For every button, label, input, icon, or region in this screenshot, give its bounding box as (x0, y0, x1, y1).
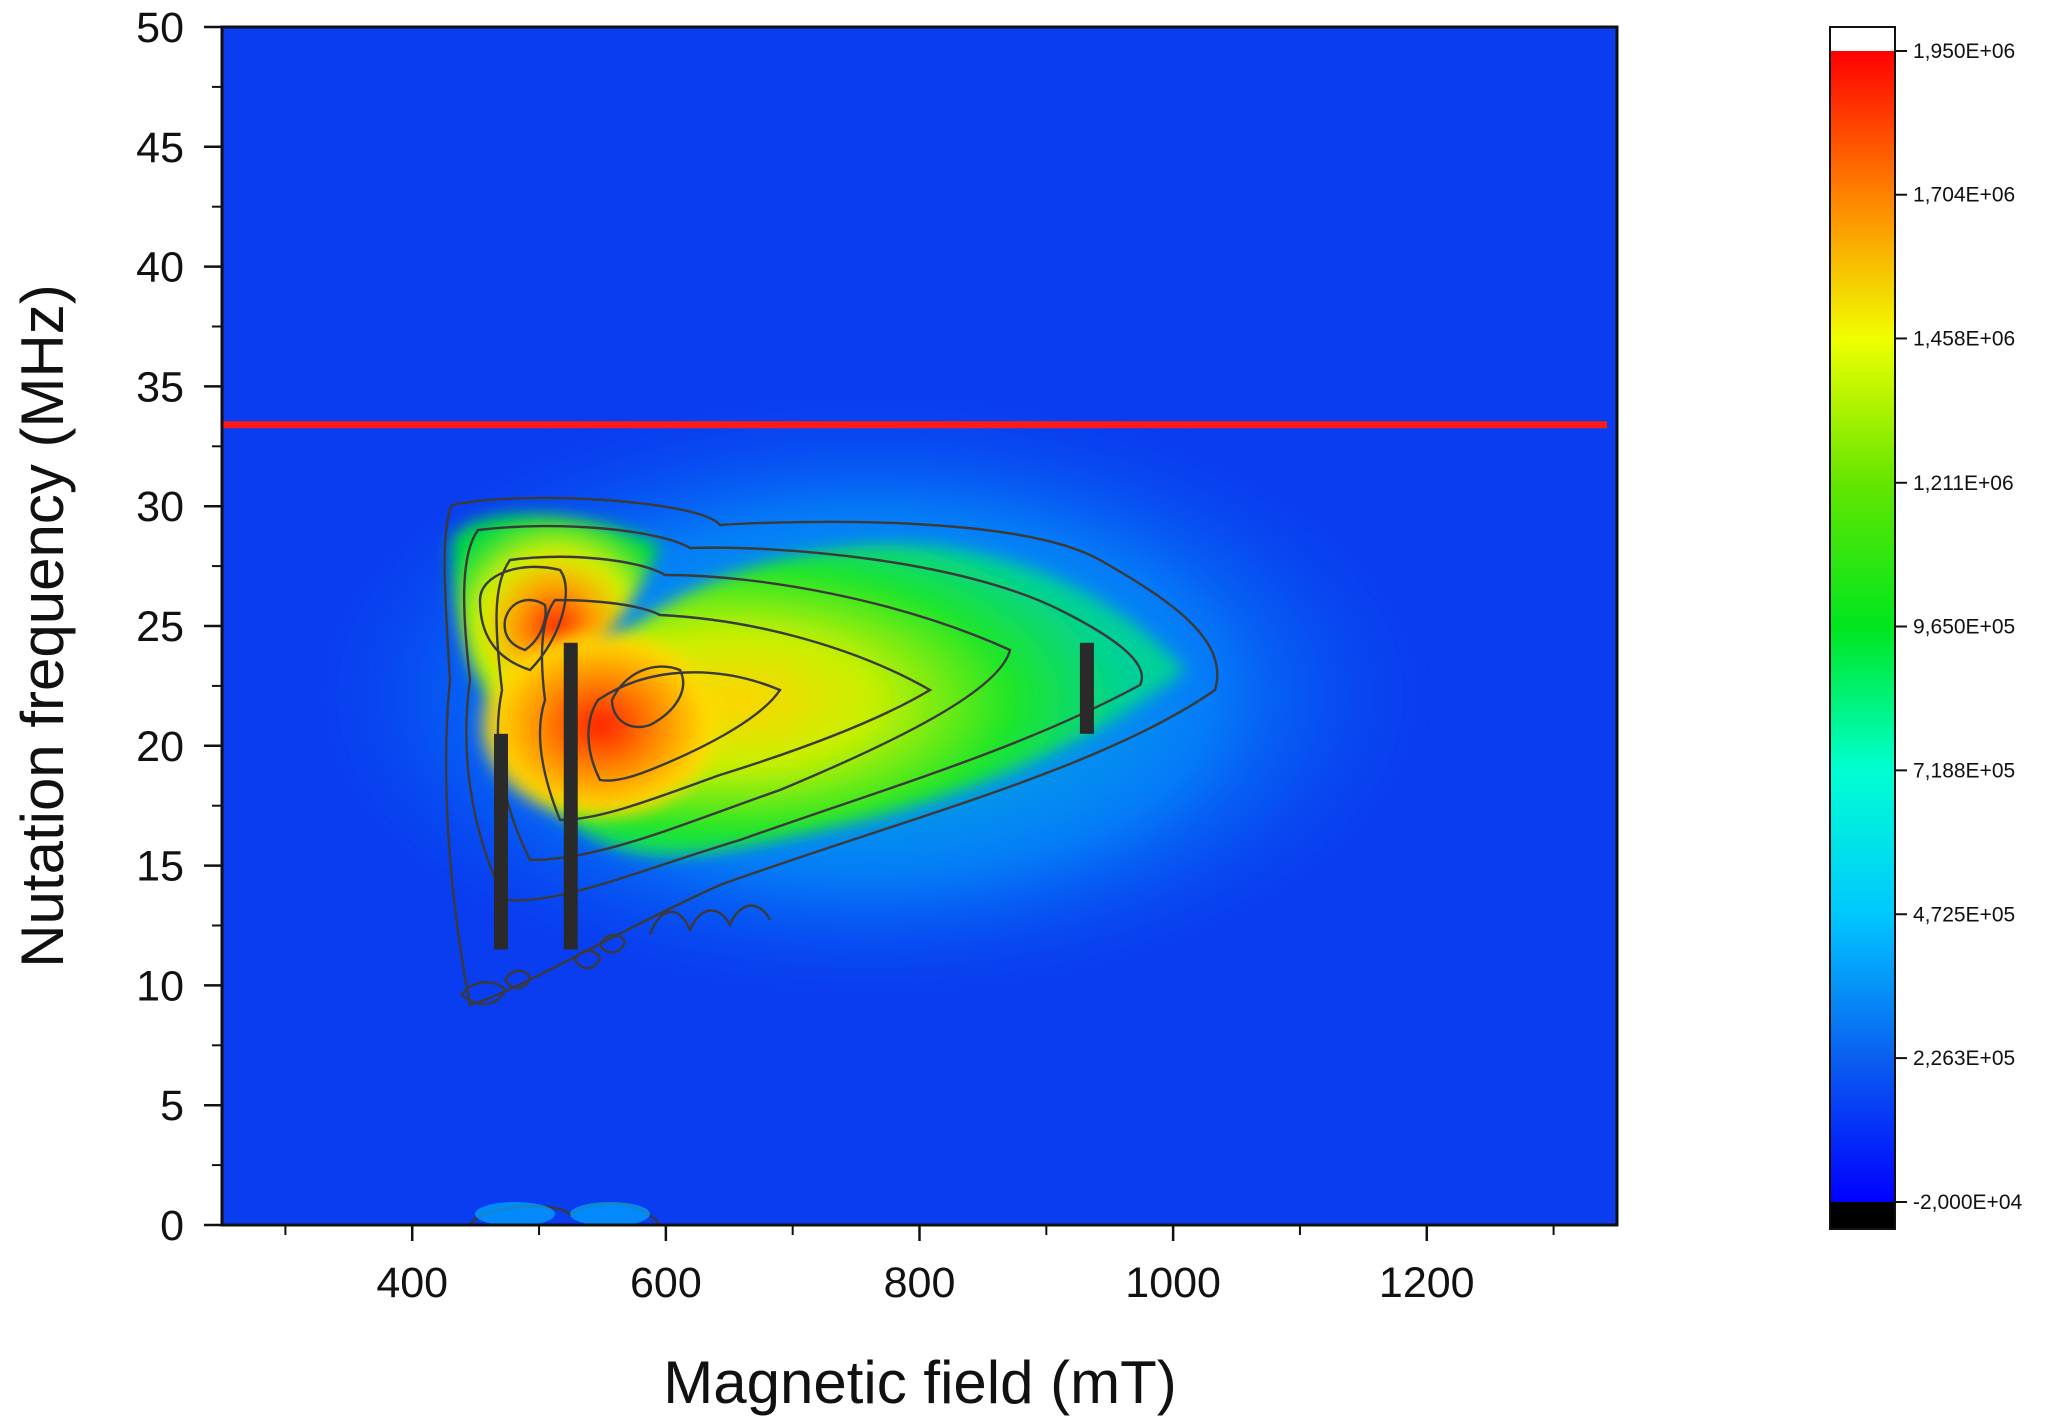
colorbar-tick-label: 7,188E+05 (1913, 759, 2015, 782)
colorbar-under-swatch (1830, 1202, 1895, 1229)
y-axis-title: Nutation frequency (MHz) (9, 284, 76, 968)
plot-area (220, 25, 1619, 1227)
y-tick-label: 10 (136, 962, 184, 1010)
contour-line (503, 598, 547, 652)
colorbar-tick-label: 2,263E+05 (1913, 1047, 2015, 1070)
y-tick-label: 0 (160, 1202, 184, 1250)
y-tick-label: 45 (136, 124, 184, 172)
colorbar-scale (1830, 51, 1895, 1202)
contour-line (598, 933, 627, 954)
x-tick-label: 600 (630, 1259, 702, 1307)
intensity-blob (570, 1202, 650, 1225)
x-tick-label: 800 (884, 1259, 956, 1307)
colorbar-tick-label: 1,211E+06 (1913, 472, 2014, 495)
colorbar-over-swatch (1830, 27, 1895, 51)
x-axis: 400 600 800 1000 1200 (284, 1225, 1555, 1307)
field-markers (494, 642, 1094, 950)
colorbar-tick-label: 1,704E+06 (1913, 184, 2015, 207)
field-marker (494, 733, 508, 950)
y-tick-label: 25 (136, 603, 184, 651)
contour-line (495, 555, 1012, 862)
y-axis: 0 5 10 15 20 25 30 35 40 45 50 (136, 4, 222, 1250)
colorbar-tick-label: 4,725E+05 (1913, 903, 2015, 926)
contour-line (573, 949, 602, 970)
y-tick-label: 5 (160, 1082, 184, 1130)
contour-line (538, 598, 933, 822)
colorbar-ticks: -2,000E+04 2,263E+05 4,725E+05 7,188E+05 9,6… (1895, 40, 2022, 1214)
colorbar-tick-label: 9,650E+05 (1913, 616, 2015, 639)
contour-line (648, 904, 772, 936)
y-tick-label: 30 (136, 483, 184, 531)
contour-line (460, 981, 507, 1006)
y-tick-label: 40 (136, 244, 184, 292)
x-axis-title: Magnetic field (mT) (663, 1349, 1176, 1416)
y-tick-label: 20 (136, 723, 184, 771)
x-tick-label: 1000 (1125, 1259, 1221, 1307)
contour-line (443, 496, 1219, 1007)
colorbar-tick-label: 1,458E+06 (1913, 327, 2015, 350)
colorbar-frame (1829, 26, 1896, 1230)
x-tick-label: 1200 (1379, 1259, 1475, 1307)
contour-line (610, 665, 685, 729)
intensity-blob (475, 1202, 555, 1225)
colorbar-tick-label: 1,950E+06 (1913, 40, 2015, 63)
y-tick-label: 35 (136, 363, 184, 411)
y-tick-label: 50 (136, 4, 184, 52)
x-tick-label: 400 (376, 1259, 448, 1307)
colorbar-tick-label: -2,000E+04 (1913, 1191, 2022, 1214)
colorbar: -2,000E+04 2,263E+05 4,725E+05 7,188E+05 9,6… (1829, 26, 2022, 1230)
field-marker (563, 642, 578, 950)
contour-line (503, 969, 532, 990)
contour-line (462, 524, 1143, 902)
intensity-peak-center (480, 630, 720, 820)
field-marker (1079, 642, 1094, 734)
contour-lines (443, 496, 1219, 1225)
contour-line (478, 565, 568, 672)
contour-line (587, 671, 782, 782)
y-tick-label: 15 (136, 843, 184, 891)
